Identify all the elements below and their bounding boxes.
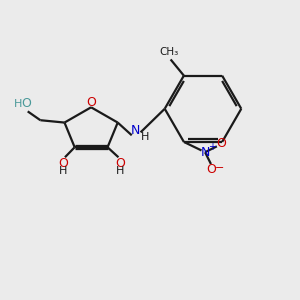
Text: O: O <box>116 157 125 170</box>
Text: N: N <box>200 146 210 159</box>
Text: O: O <box>206 163 216 176</box>
Text: H: H <box>116 167 125 176</box>
Text: −: − <box>215 163 224 173</box>
Text: H: H <box>14 99 22 109</box>
Text: O: O <box>216 137 226 151</box>
Text: O: O <box>22 97 32 110</box>
Text: N: N <box>130 124 140 137</box>
Text: O: O <box>58 157 68 170</box>
Text: H: H <box>140 132 149 142</box>
Text: O: O <box>86 96 96 110</box>
Text: +: + <box>208 142 215 152</box>
Text: H: H <box>59 167 67 176</box>
Text: CH₃: CH₃ <box>160 47 179 57</box>
